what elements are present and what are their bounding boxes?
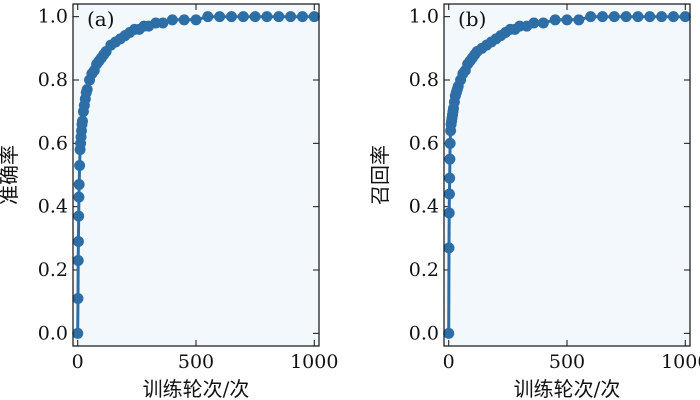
data-point <box>644 11 656 23</box>
data-point <box>444 172 456 184</box>
y-tick-label: 1.0 <box>38 6 68 28</box>
data-point <box>72 236 84 247</box>
x-tick-label: 1000 <box>290 351 338 373</box>
x-tick-label: 0 <box>443 351 455 373</box>
plot-frame <box>72 3 320 347</box>
data-point <box>72 255 84 266</box>
data-point <box>308 11 320 23</box>
data-point <box>296 11 308 23</box>
x-axis-label: 训练轮次/次 <box>143 377 250 400</box>
y-tick-label: 1.0 <box>409 6 439 28</box>
data-point <box>73 191 85 203</box>
data-point <box>157 17 169 29</box>
data-point <box>443 242 455 254</box>
plot-area <box>444 4 690 346</box>
data-point <box>225 11 237 23</box>
data-point <box>549 14 561 26</box>
y-tick-label: 0.0 <box>38 322 68 344</box>
data-point <box>166 14 178 26</box>
data-point <box>620 11 632 23</box>
y-tick-label: 0.6 <box>38 132 68 154</box>
data-point <box>561 14 573 26</box>
data-point <box>190 14 202 26</box>
data-point <box>214 11 226 23</box>
y-tick-label: 0.4 <box>38 196 68 218</box>
data-point <box>632 11 644 23</box>
y-tick-label: 0.8 <box>409 69 439 91</box>
data-point <box>273 11 285 23</box>
data-point <box>444 137 456 149</box>
data-point <box>202 11 214 23</box>
data-point <box>237 11 249 23</box>
x-axis-label: 训练轮次/次 <box>514 377 621 400</box>
data-point <box>74 160 86 171</box>
y-tick-label: 0.8 <box>38 69 68 91</box>
plot-area <box>73 4 319 346</box>
data-point <box>73 179 85 190</box>
y-axis-label: 准确率 <box>0 145 21 205</box>
data-point <box>261 11 273 23</box>
data-point <box>537 17 549 29</box>
data-point <box>608 11 620 23</box>
data-point <box>656 11 668 23</box>
x-tick-label: 500 <box>178 351 214 373</box>
data-point <box>444 153 456 165</box>
data-point <box>585 11 597 23</box>
y-axis-label: 召回率 <box>368 145 392 205</box>
y-tick-label: 0.2 <box>409 259 439 281</box>
data-point <box>573 14 585 26</box>
panel-label: (b) <box>458 7 486 31</box>
data-point <box>285 11 297 23</box>
y-tick-label: 0.4 <box>409 196 439 218</box>
data-point <box>443 327 455 339</box>
data-point <box>76 115 88 127</box>
data-point <box>679 11 691 23</box>
plot-frame <box>443 3 691 347</box>
data-point <box>443 188 455 200</box>
data-point <box>73 210 85 222</box>
data-point <box>528 17 540 29</box>
x-tick-label: 500 <box>549 351 585 373</box>
data-point <box>596 11 608 23</box>
chart-panel-1: 0 500 1000 0.0 0.2 0.4 0.6 0.8 1.0 (a) 训练轮次/次 准确率 <box>0 3 338 400</box>
chart-panel-2: 0 500 1000 0.0 0.2 0.4 0.6 0.8 1.0 (b) 训练轮次/次 召回率 <box>368 3 700 400</box>
data-point <box>81 84 93 95</box>
x-tick-label: 0 <box>72 351 84 373</box>
data-point <box>72 327 84 339</box>
y-tick-label: 0.0 <box>409 322 439 344</box>
data-point <box>178 14 190 26</box>
data-point <box>72 293 84 304</box>
x-tick-label: 1000 <box>661 351 700 373</box>
panel-label: (a) <box>87 7 115 31</box>
data-point <box>443 207 455 219</box>
data-point <box>667 11 679 23</box>
y-tick-label: 0.2 <box>38 259 68 281</box>
y-tick-label: 0.6 <box>409 132 439 154</box>
data-point <box>249 11 261 23</box>
